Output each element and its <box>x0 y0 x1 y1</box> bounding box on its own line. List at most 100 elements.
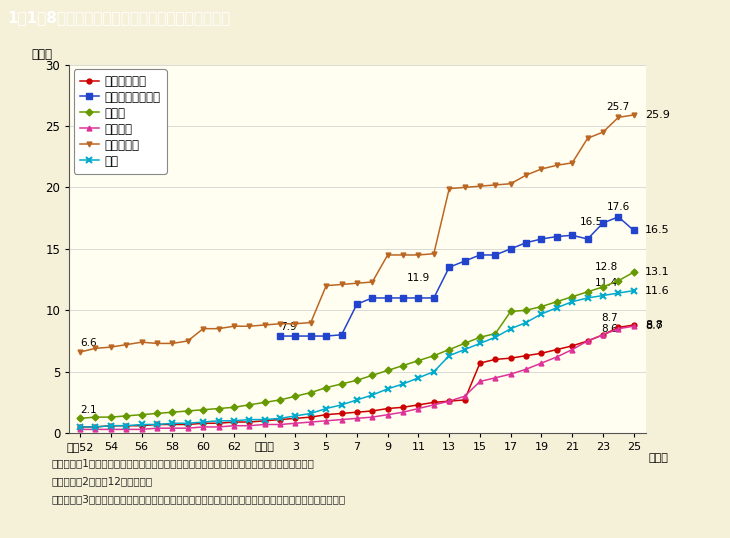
町村議会 <box>614 325 623 332</box>
特別区議会 <box>475 183 484 189</box>
Line: 政令指定都市議会: 政令指定都市議会 <box>277 214 637 339</box>
合計 <box>522 319 531 325</box>
都道府県議会 <box>122 422 131 429</box>
町村議会 <box>553 353 561 360</box>
町村議会 <box>199 424 207 430</box>
町村議会 <box>137 426 146 433</box>
都道府県議会 <box>76 424 85 430</box>
合計 <box>568 299 577 305</box>
市議会 <box>553 299 561 305</box>
町村議会 <box>568 346 577 353</box>
特別区議会 <box>553 162 561 168</box>
Text: 8.7: 8.7 <box>645 321 663 331</box>
町村議会 <box>168 425 177 431</box>
町村議会 <box>507 371 515 377</box>
市議会 <box>522 307 531 314</box>
合計 <box>322 405 331 412</box>
特別区議会 <box>353 280 361 286</box>
市議会 <box>107 414 115 420</box>
町村議会 <box>599 331 607 338</box>
合計 <box>414 374 423 381</box>
Text: 7.9: 7.9 <box>280 322 296 332</box>
特別区議会 <box>76 349 85 355</box>
政令指定都市議会 <box>368 295 377 301</box>
合計 <box>507 325 515 332</box>
Text: 16.5: 16.5 <box>645 225 669 236</box>
特別区議会 <box>214 325 223 332</box>
政令指定都市議会 <box>537 236 546 242</box>
市議会 <box>91 414 100 420</box>
政令指定都市議会 <box>445 264 453 271</box>
町村議会 <box>229 422 238 429</box>
町村議会 <box>583 338 592 344</box>
都道府県議会 <box>353 409 361 415</box>
町村議会 <box>122 426 131 433</box>
町村議会 <box>445 398 453 405</box>
特別区議会 <box>291 321 300 327</box>
合計 <box>614 290 623 296</box>
町村議会 <box>183 425 192 431</box>
都道府県議会 <box>583 338 592 344</box>
政令指定都市議会 <box>337 331 346 338</box>
特別区議会 <box>153 340 161 346</box>
合計 <box>183 420 192 427</box>
特別区議会 <box>522 172 531 178</box>
合計 <box>137 421 146 428</box>
都道府県議会 <box>629 322 638 328</box>
合計 <box>491 334 500 341</box>
都道府県議会 <box>107 422 115 429</box>
町村議会 <box>353 415 361 422</box>
市議会 <box>353 377 361 384</box>
市議会 <box>122 413 131 419</box>
合計 <box>199 419 207 425</box>
特別区議会 <box>507 180 515 187</box>
町村議会 <box>475 378 484 385</box>
都道府県議会 <box>568 343 577 349</box>
合計 <box>276 415 285 422</box>
特別区議会 <box>322 282 331 289</box>
都道府県議会 <box>507 355 515 362</box>
合計 <box>599 292 607 299</box>
Text: 11.9: 11.9 <box>407 273 430 283</box>
特別区議会 <box>583 135 592 141</box>
都道府県議会 <box>399 404 407 410</box>
都道府県議会 <box>460 397 469 403</box>
特別区議会 <box>261 322 269 328</box>
特別区議会 <box>199 325 207 332</box>
特別区議会 <box>91 345 100 351</box>
市議会 <box>168 409 177 415</box>
町村議会 <box>383 412 392 418</box>
都道府県議会 <box>199 420 207 427</box>
Legend: 都道府県議会, 政令指定都市議会, 市議会, 町村議会, 特別区議会, 合計: 都道府県議会, 政令指定都市議会, 市議会, 町村議会, 特別区議会, 合計 <box>74 69 166 174</box>
Text: 25.9: 25.9 <box>645 110 669 120</box>
特別区議会 <box>107 344 115 350</box>
合計 <box>76 424 85 430</box>
政令指定都市議会 <box>568 232 577 238</box>
町村議会 <box>276 421 285 428</box>
町村議会 <box>429 401 438 408</box>
政令指定都市議会 <box>322 333 331 339</box>
特別区議会 <box>383 252 392 258</box>
特別区議会 <box>460 184 469 190</box>
市議会 <box>491 330 500 337</box>
市議会 <box>537 303 546 310</box>
町村議会 <box>460 393 469 399</box>
都道府県議会 <box>245 419 253 425</box>
合計 <box>553 305 561 311</box>
都道府県議会 <box>276 416 285 423</box>
都道府県議会 <box>383 405 392 412</box>
Text: 1－1－8図　地方議会における女性議員割合の推移: 1－1－8図 地方議会における女性議員割合の推移 <box>7 10 231 25</box>
Text: 25.7: 25.7 <box>607 102 630 112</box>
Text: 8.6: 8.6 <box>602 323 618 334</box>
政令指定都市議会 <box>383 295 392 301</box>
都道府県議会 <box>368 408 377 414</box>
町村議会 <box>337 416 346 423</box>
特別区議会 <box>137 339 146 345</box>
特別区議会 <box>399 252 407 258</box>
合計 <box>307 410 315 416</box>
市議会 <box>183 408 192 414</box>
町村議会 <box>245 422 253 429</box>
町村議会 <box>214 424 223 430</box>
市議会 <box>245 401 253 408</box>
町村議会 <box>107 426 115 433</box>
